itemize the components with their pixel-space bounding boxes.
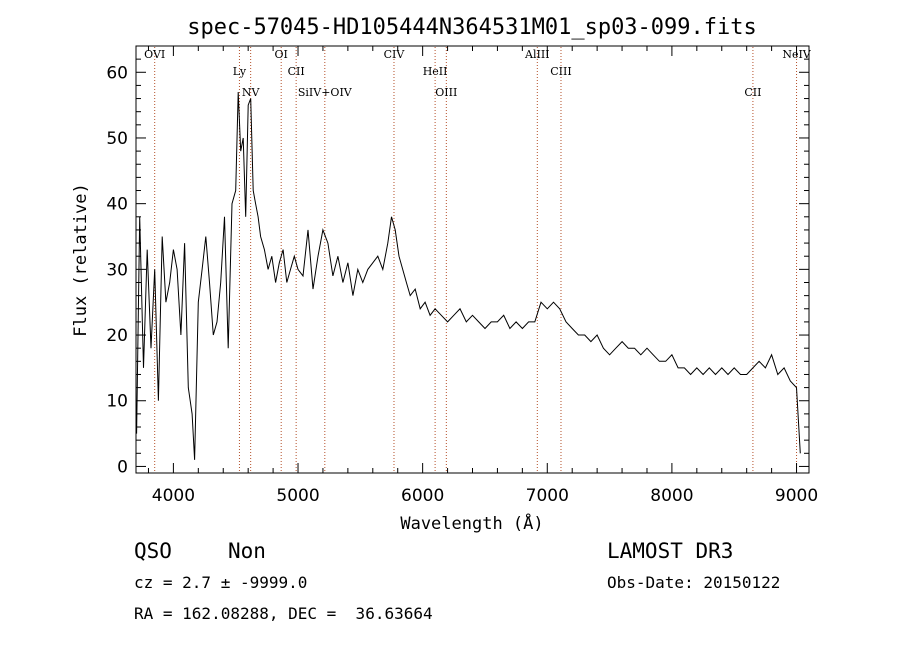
x-tick-label: 8000 [650, 486, 693, 506]
y-tick-label: 40 [106, 195, 128, 215]
y-tick-label: 30 [106, 260, 128, 280]
emission-line-label: NV [242, 86, 261, 99]
survey-name: LAMOST DR3 [607, 539, 734, 563]
x-tick-label: 6000 [401, 486, 444, 506]
ra-dec-readout: RA = 162.08288, DEC = 36.63664 [134, 604, 433, 623]
emission-line-label: CII [744, 86, 761, 99]
x-tick-label: 7000 [526, 486, 569, 506]
emission-line-label: HeII [423, 65, 448, 78]
y-tick-label: 0 [117, 457, 128, 477]
object-class: QSO [134, 539, 172, 563]
y-axis-label: Flux (relative) [71, 183, 91, 337]
y-tick-label: 10 [106, 392, 128, 412]
emission-line-label: SiIV+OIV [298, 86, 353, 99]
emission-line-label: CIII [550, 65, 571, 78]
emission-line-labels: OVILyNVOICIISiIV+OIVCIVHeIIOIIIAlIIICIII… [144, 48, 812, 99]
emission-line-label: CIV [384, 48, 406, 61]
emission-line-label: OVI [144, 48, 165, 61]
emission-line-label: Ly [233, 65, 247, 78]
x-tick-label: 4000 [152, 486, 195, 506]
x-axis-ticks: 4000 5000 6000 7000 8000 9000 [147, 46, 818, 506]
emission-line-markers [154, 47, 798, 472]
chart-title: spec-57045-HD105444N364531M01_sp03-099.f… [187, 15, 757, 40]
emission-line-label: OIII [435, 86, 457, 99]
x-axis-label: Wavelength (Å) [400, 512, 543, 534]
emission-line-label: AlIII [524, 48, 550, 61]
observation-date: Obs-Date: 20150122 [607, 573, 781, 592]
y-tick-label: 50 [106, 129, 128, 149]
emission-line-label: OI [275, 48, 288, 61]
y-axis-ticks: 0 10 20 30 40 50 60 [106, 45, 809, 477]
object-subclass: Non [228, 539, 266, 563]
x-tick-label: 9000 [775, 486, 818, 506]
redshift-readout: cz = 2.7 ± -9999.0 [134, 573, 308, 592]
plot-frame [135, 45, 810, 474]
emission-line-label: CII [288, 65, 305, 78]
y-tick-label: 60 [106, 63, 128, 83]
x-tick-label: 5000 [276, 486, 319, 506]
emission-line-label: NeIV [782, 48, 811, 61]
y-tick-label: 20 [106, 326, 128, 346]
spectrum-line [136, 91, 801, 460]
